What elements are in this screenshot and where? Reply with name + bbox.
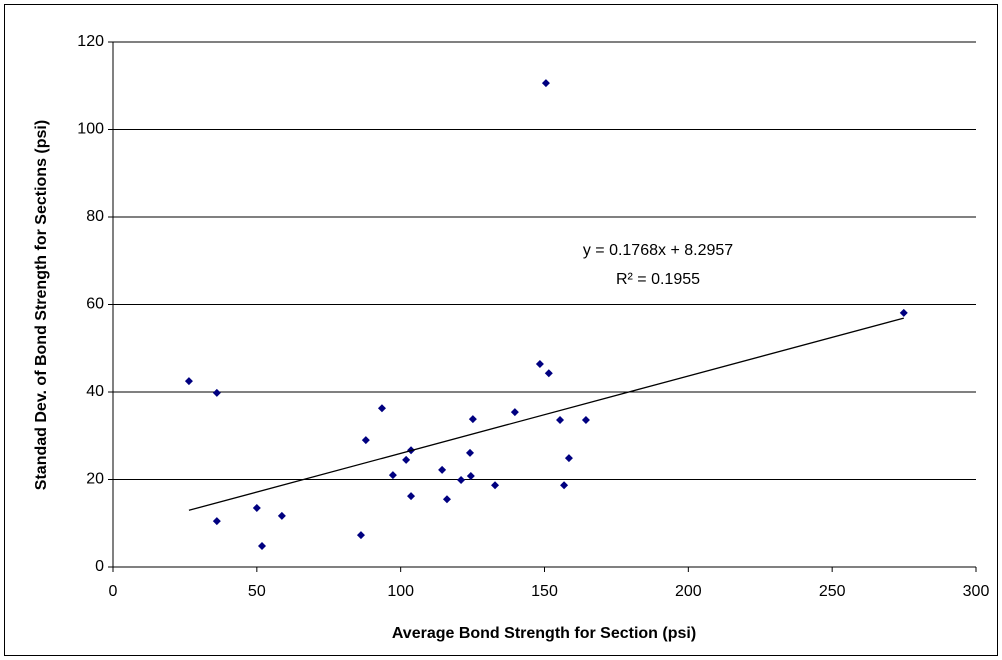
- point: [184, 377, 193, 386]
- point: [442, 495, 451, 504]
- point: [388, 471, 397, 480]
- x-tick-label: 250: [819, 583, 846, 600]
- point: [361, 436, 370, 445]
- point: [560, 481, 569, 490]
- y-tick-label: 40: [86, 383, 104, 400]
- point: [212, 517, 221, 526]
- point: [377, 404, 386, 413]
- y-tick-label: 100: [77, 121, 104, 138]
- point: [541, 79, 550, 88]
- x-axis-title: Average Bond Strength for Section (psi): [392, 625, 696, 642]
- point: [535, 360, 544, 368]
- point: [457, 475, 466, 484]
- point: [402, 455, 411, 464]
- point: [468, 415, 477, 424]
- point: [277, 511, 286, 520]
- y-tick-label: 80: [86, 208, 104, 225]
- trendline-equation: y = 0.1768x + 8.2957: [583, 242, 733, 259]
- trendline-r-squared: R² = 0.1955: [616, 271, 700, 288]
- x-tick-label: 0: [109, 583, 118, 600]
- y-tick-label: 20: [86, 471, 104, 488]
- y-tick-label: 60: [86, 296, 104, 313]
- x-tick-label: 150: [531, 583, 558, 600]
- point: [438, 465, 447, 474]
- point: [356, 531, 365, 540]
- x-tick-label: 50: [248, 583, 266, 600]
- point: [407, 492, 416, 501]
- y-tick-label: 120: [77, 33, 104, 50]
- x-tick-label: 300: [963, 583, 990, 600]
- y-tick-label: 0: [95, 558, 104, 575]
- x-tick-label: 100: [387, 583, 414, 600]
- trendline: [188, 317, 904, 511]
- point: [491, 481, 500, 490]
- point: [466, 472, 475, 480]
- point: [258, 542, 267, 550]
- point: [544, 369, 553, 378]
- point: [465, 448, 474, 457]
- chart-frame: [4, 4, 998, 656]
- point: [899, 308, 908, 317]
- point: [252, 503, 261, 512]
- point: [212, 388, 221, 397]
- point: [564, 454, 573, 463]
- point: [581, 416, 590, 424]
- point: [556, 416, 565, 424]
- x-tick-label: 200: [675, 583, 702, 600]
- y-axis-title: Standad Dev. of Bond Strength for Sectio…: [33, 120, 50, 490]
- point: [510, 408, 519, 417]
